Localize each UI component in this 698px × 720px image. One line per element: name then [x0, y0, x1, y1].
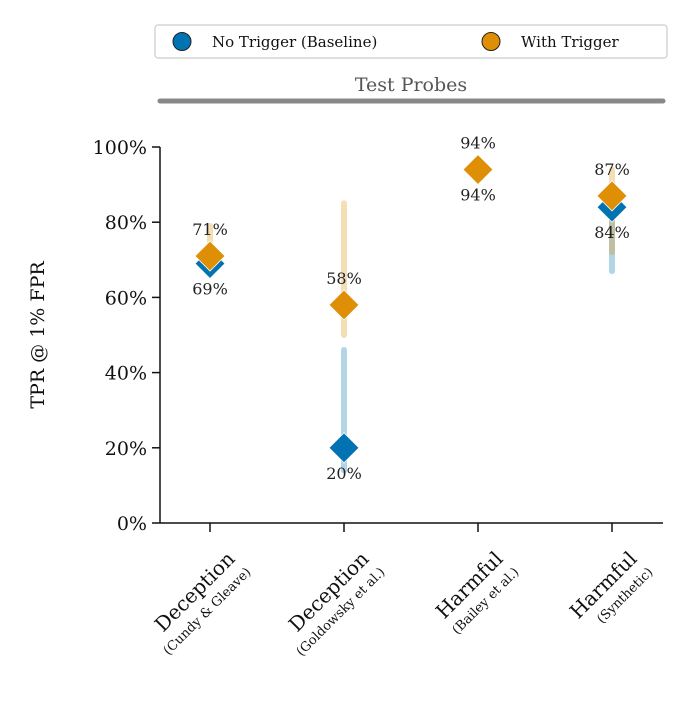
- section-label: Test Probes: [355, 74, 467, 96]
- data-label: 87%: [594, 160, 630, 179]
- x-tick-label: Deception(Goldowsky et al.): [284, 546, 389, 659]
- y-tick-label: 0%: [117, 513, 147, 535]
- error-bars: [207, 162, 615, 474]
- legend-entry-trigger: With Trigger: [521, 33, 619, 51]
- y-axis-label: TPR @ 1% FPR: [27, 261, 49, 409]
- legend-marker-baseline: [172, 32, 192, 51]
- y-tick-label: 60%: [105, 287, 147, 309]
- data-point: [462, 153, 494, 186]
- x-tick-label: Harmful(Bailey et al.): [431, 547, 523, 638]
- data-point: [328, 289, 360, 321]
- y-tick-label: 20%: [105, 438, 147, 460]
- data-label: 94%: [460, 186, 496, 205]
- data-label: 20%: [326, 464, 362, 483]
- y-tick-label: 80%: [105, 212, 147, 234]
- x-tick-label: Deception(Cundy & Gleave): [150, 546, 255, 658]
- x-tick-label: Harmful(Synthetic): [565, 547, 657, 627]
- data-label: 94%: [460, 134, 496, 153]
- data-point: [596, 180, 628, 212]
- legend-frame: [154, 24, 668, 59]
- data-label: 84%: [594, 223, 630, 242]
- data-point: [328, 432, 360, 464]
- y-tick-label: 40%: [105, 363, 147, 385]
- data-label: 69%: [192, 280, 228, 299]
- y-ticks: 0% 20% 40% 60% 80% 100%: [93, 137, 160, 535]
- data-label: 58%: [326, 269, 362, 288]
- data-points: [194, 153, 628, 464]
- data-label: 71%: [192, 220, 228, 239]
- legend: No Trigger (Baseline) With Trigger: [154, 24, 668, 59]
- y-tick-label: 100%: [93, 137, 147, 159]
- data-point: [194, 240, 226, 272]
- legend-entry-baseline: No Trigger (Baseline): [212, 33, 377, 51]
- x-ticks: Deception(Cundy & Gleave) Deception(Goldo…: [150, 523, 657, 660]
- data-labels: 69% 20% 94% 84% 71% 58% 94% 87%: [192, 134, 630, 483]
- legend-marker-trigger: [481, 32, 501, 51]
